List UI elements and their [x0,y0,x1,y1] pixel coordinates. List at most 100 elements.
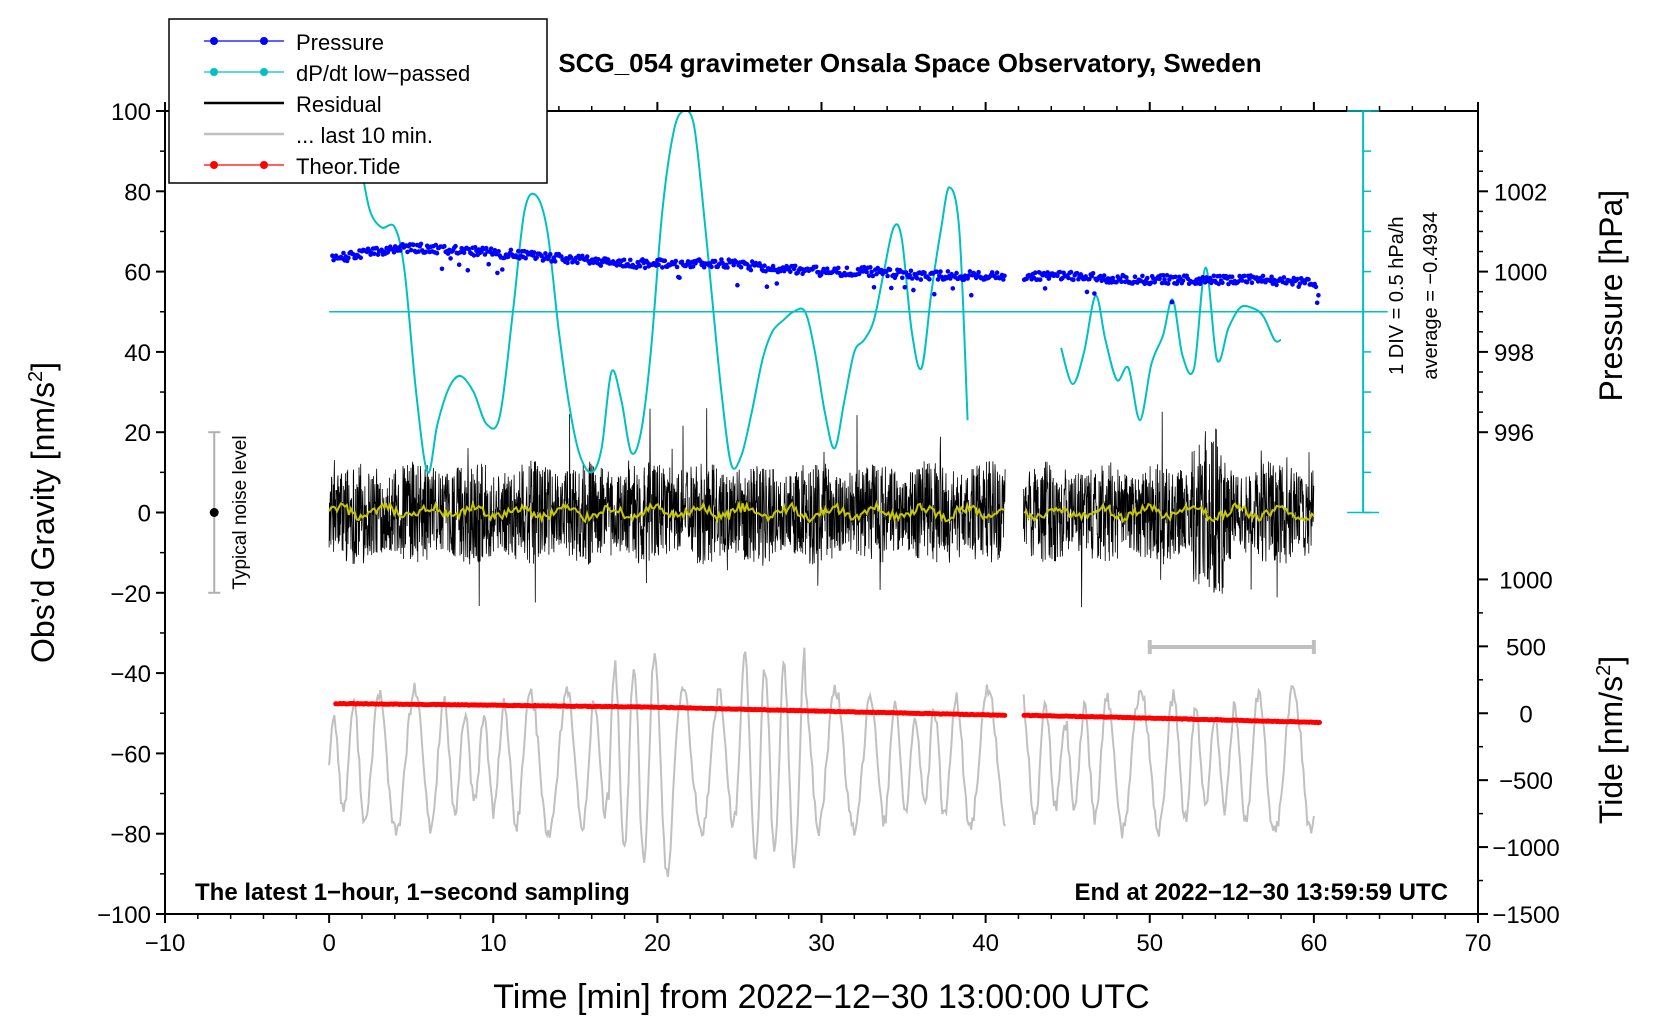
pressure-point [967,269,973,274]
pressure-point [1157,276,1162,282]
pressure-tick-label: 996 [1494,420,1534,447]
residual-trace [328,408,1315,608]
pressure-point [496,249,501,254]
pressure-point [416,249,421,254]
pressure-point [552,259,558,264]
pressure-point [442,243,447,249]
pressure-point [870,273,876,279]
legend-marker-dp-dt-low-passed [260,68,268,76]
pressure-point [1090,271,1096,276]
pressure-point [889,285,894,291]
pressure-point [961,277,967,283]
x-tick-label: 60 [1301,930,1328,957]
pressure-point [887,267,893,273]
pressure-point [551,255,557,260]
pressure-point [674,264,680,270]
pressure-point [1124,275,1129,280]
x-tick-label: 50 [1136,930,1163,957]
pressure-point [439,266,445,272]
pressure-point [532,250,537,255]
pressure-point [677,275,682,281]
pressure-point [1165,281,1171,286]
pressure-point [1229,274,1235,280]
legend-marker-pressure [210,37,218,45]
pressure-point [902,285,908,290]
pressure-point [1295,276,1300,282]
pressure-point [945,269,951,274]
pressure-point [1297,281,1303,287]
pressure-point [792,263,798,269]
pressure-point [346,255,351,261]
x-tick-label: 20 [644,930,671,957]
x-tick-label: 10 [480,930,507,957]
pressure-point [954,270,959,276]
x-axis-label: Time [min] from 2022−12−30 13:00:00 UTC [493,978,1149,1016]
pressure-point [1071,277,1076,283]
residual-smoothed-trace [328,499,1315,524]
pressure-point [471,253,477,258]
pressure-point [488,246,494,251]
tide-tick-label: 0 [1519,701,1532,728]
pressure-point [1306,277,1311,282]
pressure-point [465,268,471,273]
pressure-point [614,263,620,268]
pressure-point [374,245,380,251]
pressure-point [1164,273,1170,278]
legend-marker-pressure [260,37,268,45]
dpdt-average-label: average = −0.4934 [1420,212,1442,380]
pressure-point [1001,277,1006,282]
y-axis-label-main: Obs’d Gravity [nm/s2] [25,362,61,663]
pressure-point [866,273,872,279]
pressure-point [874,271,879,277]
pressure-point [1316,293,1321,298]
pressure-point [1110,275,1116,281]
pressure-point [1216,281,1221,287]
pressure-point [909,276,915,281]
pressure-tick-label: 1000 [1494,260,1547,287]
pressure-point [1045,270,1050,275]
pressure-point [358,255,364,260]
pressure-point [1159,280,1165,286]
y-tick-label: −100 [97,902,151,929]
pressure-point [445,251,451,256]
pressure-point [1002,273,1007,279]
x-tick-label: −10 [145,930,186,957]
x-tick-label: 0 [322,930,335,957]
legend-box [168,18,548,184]
pressure-tick-label: 998 [1494,340,1534,367]
y-tick-label: −20 [110,581,151,608]
pressure-point [869,269,874,275]
pressure-point [1244,279,1250,285]
y-tick-label: 40 [124,340,151,367]
pressure-point [1217,273,1223,279]
pressure-point [701,264,707,270]
pressure-point [934,269,940,275]
pressure-point [534,255,539,260]
pressure-point [871,285,877,290]
pressure-point [966,273,972,278]
pressure-point [935,277,941,282]
pressure-point [907,272,912,278]
y-tick-label: −60 [110,741,151,768]
pressure-point [584,254,590,259]
pressure-point [762,263,767,269]
pressure-point [548,251,553,257]
pressure-point [712,258,718,264]
pressure-point [1099,278,1104,284]
legend-marker-theor-tide [260,161,268,169]
pressure-point [596,257,601,262]
pressure-point [466,246,472,252]
pressure-point [568,255,574,260]
y-axis-label-pressure: Pressure [hPa] [1593,190,1629,402]
pressure-point [1211,273,1217,279]
pressure-point [738,264,744,270]
pressure-point [1142,281,1148,287]
pressure-point [656,262,661,268]
pressure-point [725,265,730,270]
pressure-point [748,267,754,273]
tide-tick-label: −1000 [1492,835,1559,862]
pressure-point [1033,270,1038,276]
pressure-point [1180,278,1186,284]
pressure-point [434,250,440,256]
pressure-point [1199,278,1204,284]
